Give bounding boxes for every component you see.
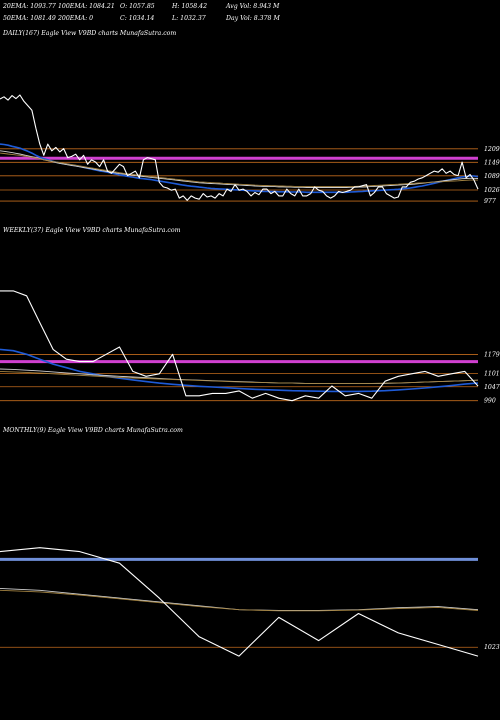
daily-series-ema_slow	[0, 152, 478, 188]
header-avg-vol: Avg Vol: 8.943 M	[225, 3, 280, 10]
daily-level-label-0: 1209	[484, 146, 500, 153]
header-ema50: 50EMA: 1081.49	[3, 15, 56, 22]
header-low: L: 1032.37	[171, 15, 206, 22]
monthly-panel: 1023	[0, 547, 500, 657]
monthly-series-price	[0, 547, 479, 657]
header-high: H: 1058.42	[171, 3, 207, 10]
weekly-level-label-3: 1047	[484, 384, 500, 391]
weekly-series-ema_fast	[0, 348, 479, 393]
header-info: 20EMA: 1093.77 100EMA: 1084.21 O: 1057.8…	[2, 3, 280, 22]
header-close: C: 1034.14	[120, 15, 154, 22]
daily-level-label-5: 977	[484, 198, 496, 205]
weekly-level-label-4: 990	[484, 398, 496, 405]
daily-panel-title: DAILY(167) Eagle View V9BD charts Munafa…	[2, 30, 176, 37]
weekly-series-price	[0, 290, 479, 402]
daily-level-label-4: 1026	[484, 187, 500, 194]
header-ema100: 100EMA: 1084.21	[58, 3, 115, 10]
header-ema200: 200EMA: 0	[57, 15, 93, 22]
monthly-panel-title: MONTHLY(9) Eagle View V9BD charts Munafa…	[2, 427, 183, 434]
weekly-series-ema_slow	[0, 370, 479, 385]
weekly-level-label-0: 1179	[484, 352, 500, 359]
daily-level-label-3: 1089	[484, 173, 500, 180]
header-ema20: 20EMA: 1093.77	[2, 3, 56, 10]
weekly-level-label-2: 1101	[484, 371, 500, 378]
daily-series-price	[0, 94, 479, 201]
monthly-series-ema_slow	[0, 589, 479, 612]
daily-level-label-2: 1149	[484, 159, 500, 166]
header-day-vol: Day Vol: 8.378 M	[225, 15, 280, 22]
weekly-panel-title: WEEKLY(37) Eagle View V9BD charts Munafa…	[3, 227, 181, 234]
daily-series-ema_mid	[0, 150, 479, 188]
daily-panel: 1209 1149 1089 1026 977	[0, 94, 500, 205]
weekly-panel: 1179 1101 1047 990	[0, 290, 500, 405]
header-open: O: 1057.85	[120, 3, 155, 10]
monthly-level-label-1: 1023	[484, 644, 500, 651]
